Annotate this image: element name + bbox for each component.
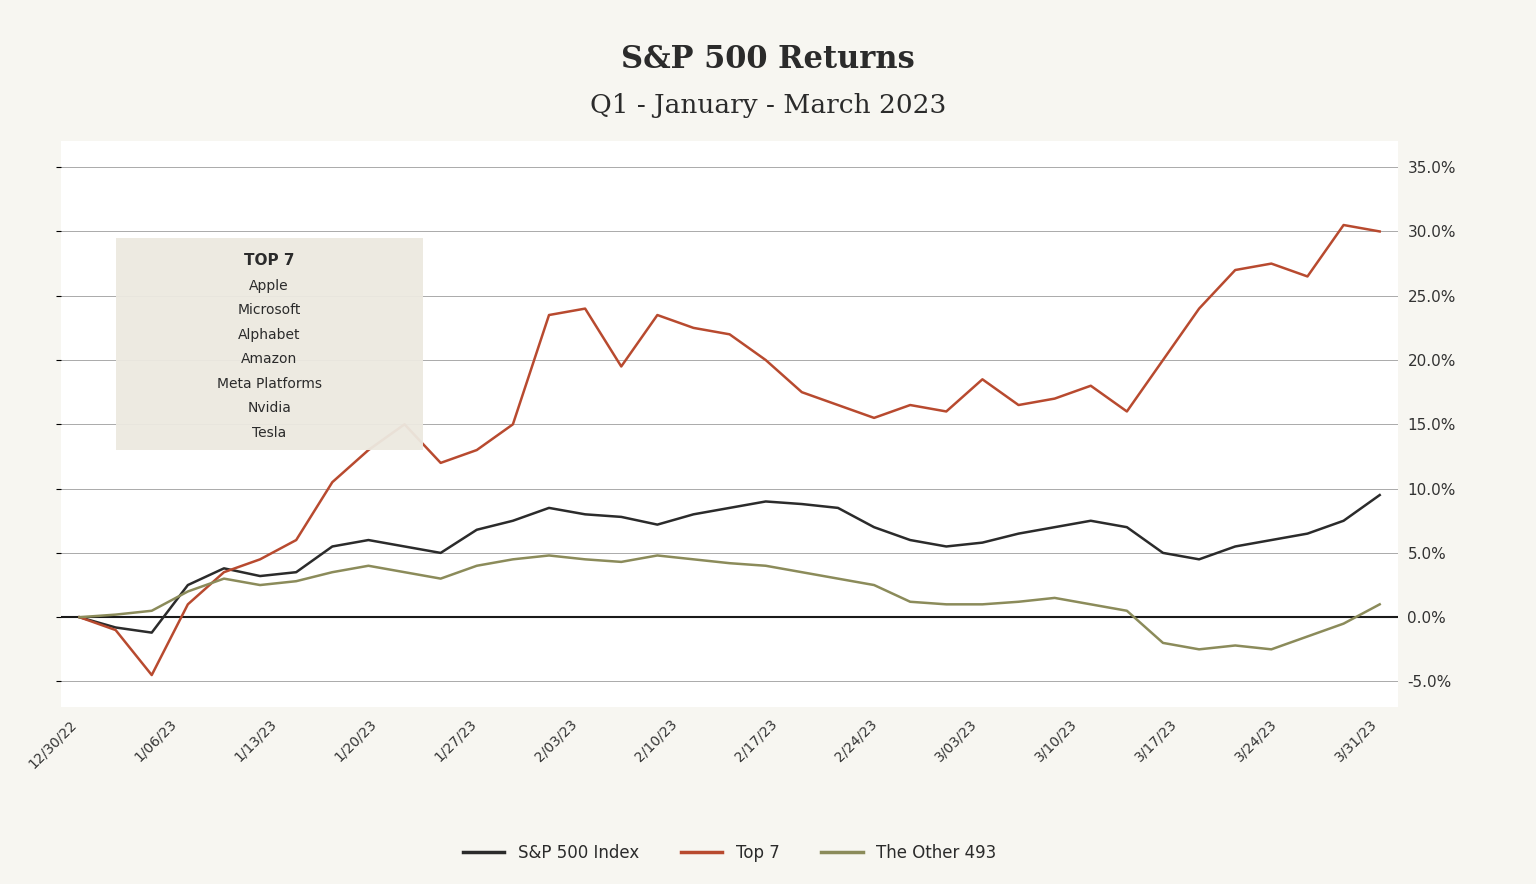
Text: Q1 - January - March 2023: Q1 - January - March 2023 bbox=[590, 93, 946, 118]
Text: Apple: Apple bbox=[249, 279, 289, 293]
Text: Nvidia: Nvidia bbox=[247, 401, 290, 415]
Text: S&P 500 Returns: S&P 500 Returns bbox=[621, 44, 915, 75]
Text: Amazon: Amazon bbox=[241, 353, 298, 366]
Legend: S&P 500 Index, Top 7, The Other 493: S&P 500 Index, Top 7, The Other 493 bbox=[456, 837, 1003, 869]
Text: Microsoft: Microsoft bbox=[238, 303, 301, 317]
Text: Alphabet: Alphabet bbox=[238, 328, 301, 342]
Text: TOP 7: TOP 7 bbox=[244, 254, 295, 269]
Text: Tesla: Tesla bbox=[252, 425, 286, 439]
FancyBboxPatch shape bbox=[115, 238, 422, 450]
Text: Meta Platforms: Meta Platforms bbox=[217, 377, 321, 391]
